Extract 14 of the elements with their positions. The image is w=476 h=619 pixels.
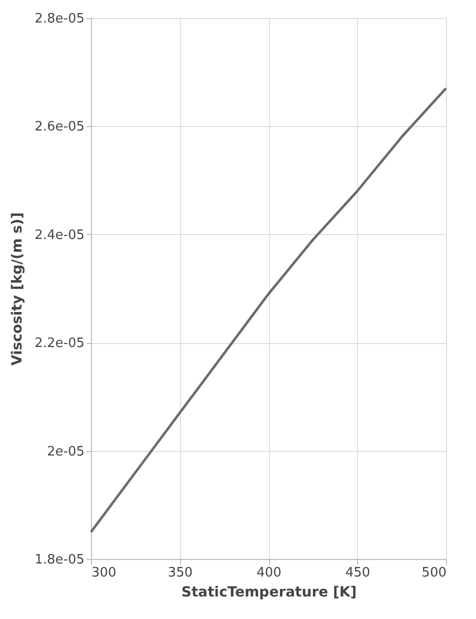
- line-series: [90, 87, 448, 534]
- y-axis-title: Viscosity [kg/(m s)]: [10, 212, 26, 366]
- y-tick-label: 2.6e-05: [34, 120, 84, 135]
- x-tick-label: 400: [256, 566, 282, 580]
- x-axis-title: StaticTemperature [K]: [181, 584, 357, 600]
- x-tick-label: 500: [422, 566, 446, 580]
- y-tick-label: 1.8e-05: [34, 552, 84, 568]
- x-tick-label: 450: [345, 566, 370, 580]
- y-tick-label: 2.8e-05: [34, 12, 84, 26]
- y-tick-label: 2e-05: [46, 444, 84, 460]
- y-tick-label: 2.4e-05: [34, 228, 84, 243]
- x-tick-label: 300: [92, 566, 116, 580]
- x-tick-label: 350: [168, 566, 193, 580]
- y-tick-label: 2.2e-05: [34, 336, 84, 352]
